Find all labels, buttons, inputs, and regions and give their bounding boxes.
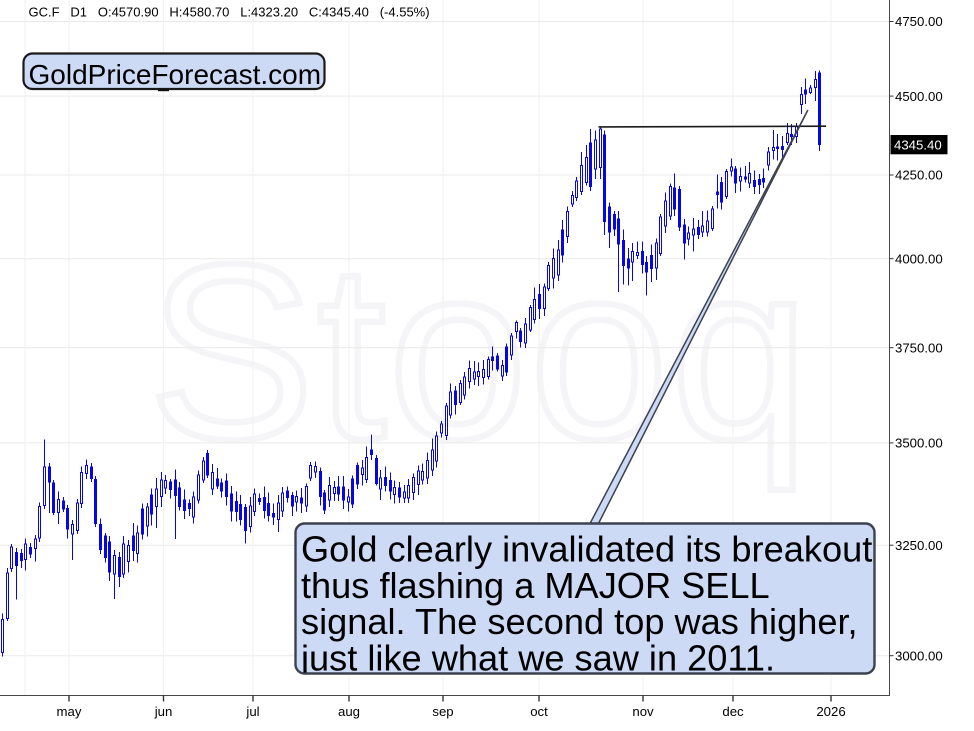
svg-text:3500.00: 3500.00 [895,436,943,451]
svg-text:nov: nov [632,704,654,719]
svg-text:signal. The second top was hig: signal. The second top was higher, [301,601,858,642]
svg-text:4500.00: 4500.00 [895,89,943,104]
svg-text:oct: oct [530,704,548,719]
svg-text:3750.00: 3750.00 [895,340,943,355]
svg-text:4750.00: 4750.00 [895,14,943,29]
svg-text:Gold clearly invalidated its b: Gold clearly invalidated its breakout [301,529,872,570]
svg-text:4345.40: 4345.40 [894,138,942,153]
svg-text:jul: jul [245,704,259,719]
svg-text:jun: jun [154,704,173,719]
svg-text:Stooq: Stooq [148,212,811,491]
svg-text:sep: sep [432,704,453,719]
svg-text:just like what we saw in 2011.: just like what we saw in 2011. [300,637,775,678]
svg-text:may: may [57,704,82,719]
svg-text:3000.00: 3000.00 [895,648,943,663]
svg-text:4000.00: 4000.00 [895,251,943,266]
svg-text:GoldPriceForecast.com: GoldPriceForecast.com [29,59,322,90]
svg-text:dec: dec [722,704,744,719]
svg-text:thus flashing a MAJOR SELL: thus flashing a MAJOR SELL [301,565,770,606]
svg-text:3250.00: 3250.00 [895,538,943,553]
svg-text:aug: aug [338,704,360,719]
svg-text:2026: 2026 [816,704,845,719]
svg-text:4250.00: 4250.00 [895,168,943,183]
svg-text:GC.F D1 O:4570.90 H:4580: GC.F D1 O:4570.90 H:4580.70 L:4323.20 C:… [29,5,430,20]
